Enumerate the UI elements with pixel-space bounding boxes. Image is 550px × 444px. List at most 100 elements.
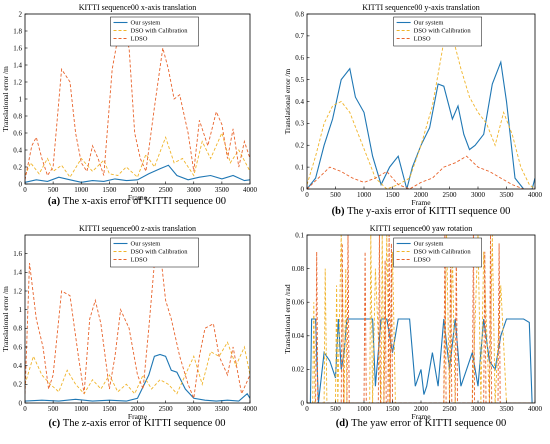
legend-label: LDSO xyxy=(414,36,431,43)
chart-title: KITTI sequence00 x-axis translation xyxy=(79,3,197,12)
y-tick-label: 0.1 xyxy=(295,163,304,171)
x-tick-label: 3000 xyxy=(187,186,202,194)
chart-panel-b: KITTI sequence00 y-axis translation 0 500 1… xyxy=(283,3,543,217)
y-tick-label: 1.8 xyxy=(13,27,22,35)
y-tick-label: 0.8 xyxy=(13,325,22,333)
y-axis-label: Translational error /rad xyxy=(283,284,292,354)
chart-panel-c: KITTI sequence00 z-axis translation 0 500 1… xyxy=(1,224,258,429)
caption-label: (c) xyxy=(49,418,63,429)
legend-box xyxy=(393,16,482,47)
y-tick-label: 0.6 xyxy=(295,54,304,62)
x-tick-label: 3500 xyxy=(500,191,515,199)
y-tick-label: 0 xyxy=(301,399,305,407)
legend-box xyxy=(110,237,199,268)
y-tick-label: 0.8 xyxy=(13,112,22,120)
legend-label: DSO with Calibration xyxy=(414,249,472,256)
x-tick-label: 1500 xyxy=(386,405,401,413)
series-line-dso-calibration xyxy=(25,341,250,395)
legend-label: DSO with Calibration xyxy=(131,249,189,256)
caption-text: The yaw error of KITTI sequence 00 xyxy=(351,418,506,429)
y-tick-label: 1 xyxy=(19,306,23,314)
x-tick-label: 4000 xyxy=(243,186,258,194)
x-tick-label: 3000 xyxy=(471,191,486,199)
x-tick-label: 0 xyxy=(305,191,309,199)
y-tick-label: 0.4 xyxy=(13,362,22,370)
x-tick-label: 1500 xyxy=(102,405,117,413)
x-tick-label: 2500 xyxy=(159,405,174,413)
legend-label: DSO with Calibration xyxy=(131,28,189,35)
x-tick-label: 0 xyxy=(23,186,27,194)
x-tick-label: 1500 xyxy=(102,186,117,194)
y-tick-label: 0.5 xyxy=(295,76,304,84)
chart-panel-d: KITTI sequence00 yaw rotation 0 500 1000 150… xyxy=(283,224,543,429)
series-line-ldso xyxy=(25,248,250,401)
x-tick-label: 1000 xyxy=(74,405,89,413)
x-tick-label: 2000 xyxy=(131,186,146,194)
x-tick-label: 1000 xyxy=(357,405,372,413)
x-tick-label: 2000 xyxy=(131,405,146,413)
legend-label: Our system xyxy=(131,241,161,248)
series-line-ldso xyxy=(307,235,535,403)
legend-label: DSO with Calibration xyxy=(414,28,472,35)
series-line-ldso xyxy=(25,22,250,180)
y-tick-label: 0.6 xyxy=(13,129,22,137)
y-tick-label: 1.4 xyxy=(13,61,22,69)
caption-text: The x-axis error of KITTI sequence 00 xyxy=(63,196,226,207)
legend-label: Our system xyxy=(414,241,444,248)
x-axis-label: Frame xyxy=(411,412,431,421)
series-line-dso-calibration xyxy=(307,235,535,403)
legend-box xyxy=(110,16,199,47)
series-line-our-system xyxy=(25,353,250,402)
y-tick-label: 1.6 xyxy=(13,250,22,258)
y-tick-label: 1.2 xyxy=(13,287,22,295)
figure-caption: (d) The yaw error of KITTI sequence 00 xyxy=(336,418,507,429)
y-tick-label: 1.6 xyxy=(13,44,22,52)
y-tick-label: 0 xyxy=(19,399,23,407)
y-tick-label: 1.2 xyxy=(13,78,22,86)
y-tick-label: 0.1 xyxy=(295,231,304,239)
x-tick-label: 3500 xyxy=(215,186,230,194)
x-tick-label: 1000 xyxy=(357,191,372,199)
y-axis-label: Translational error /m xyxy=(1,286,10,352)
y-tick-label: 1.4 xyxy=(13,269,22,277)
x-axis-label: Frame xyxy=(128,193,148,202)
y-tick-label: 0.4 xyxy=(295,98,304,106)
x-tick-label: 500 xyxy=(330,405,341,413)
x-tick-label: 0 xyxy=(305,405,309,413)
caption-label: (d) xyxy=(336,418,351,429)
x-tick-label: 2500 xyxy=(159,186,174,194)
legend-box xyxy=(393,237,482,268)
chart-title: KITTI sequence00 y-axis translation xyxy=(362,3,480,12)
legend-label: Our system xyxy=(414,20,444,27)
y-tick-label: 0.02 xyxy=(292,366,305,374)
x-tick-label: 3500 xyxy=(500,405,515,413)
y-axis-label: Translational error /m xyxy=(1,66,10,132)
y-tick-label: 0 xyxy=(19,180,23,188)
y-tick-label: 2 xyxy=(19,10,23,18)
x-tick-label: 4000 xyxy=(528,191,543,199)
series-line-dso-calibration xyxy=(307,23,535,189)
y-tick-label: 0.6 xyxy=(13,343,22,351)
x-tick-label: 4000 xyxy=(243,405,258,413)
caption-label: (b) xyxy=(332,206,347,217)
chart-title: KITTI sequence00 z-axis translation xyxy=(79,224,196,233)
y-tick-label: 0.2 xyxy=(295,142,304,150)
x-tick-label: 0 xyxy=(23,405,27,413)
figure-caption: (a) The x-axis error of KITTI sequence 0… xyxy=(48,196,226,207)
legend-label: Our system xyxy=(131,20,161,27)
y-tick-label: 0.04 xyxy=(292,332,305,340)
x-axis-label: Frame xyxy=(128,412,148,421)
caption-text: The z-axis error of KITTI sequence 00 xyxy=(63,418,226,429)
y-tick-label: 0.4 xyxy=(13,146,22,154)
x-tick-label: 1000 xyxy=(74,186,89,194)
x-tick-label: 3500 xyxy=(215,405,230,413)
x-tick-label: 500 xyxy=(330,191,341,199)
x-axis-label: Frame xyxy=(411,198,431,207)
x-tick-label: 2000 xyxy=(414,191,429,199)
y-axis-label: Translational error /m xyxy=(283,69,292,135)
x-tick-label: 500 xyxy=(48,186,59,194)
y-tick-label: 0.2 xyxy=(13,163,22,171)
caption-label: (a) xyxy=(48,196,63,207)
y-tick-label: 0 xyxy=(301,185,305,193)
